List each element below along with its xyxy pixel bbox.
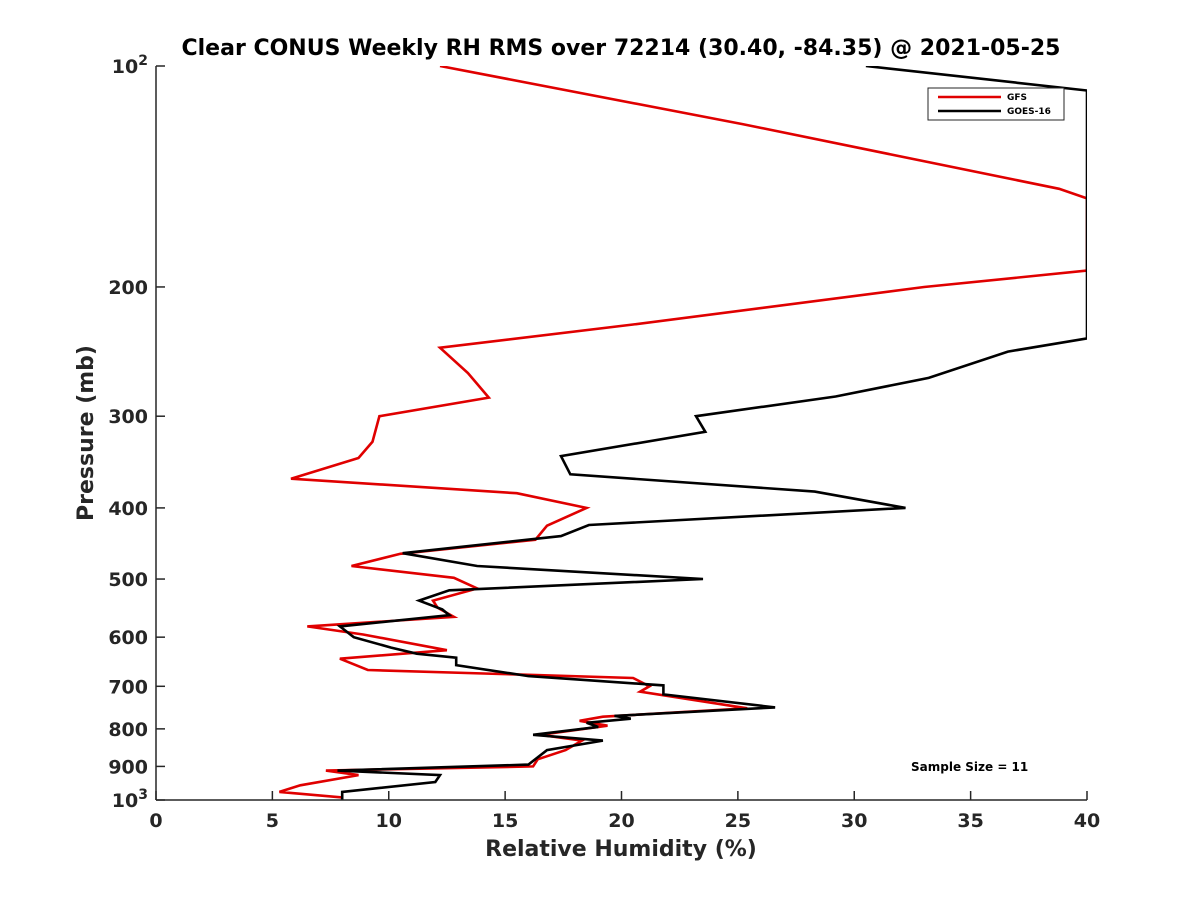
x-tick-label: 35: [957, 810, 983, 832]
series-line-goes16: [336, 66, 1087, 800]
series-layer: [279, 66, 1087, 800]
x-tick-label: 10: [376, 810, 402, 832]
y-tick-label: 800: [108, 719, 148, 741]
sample-size-annotation: Sample Size = 11: [911, 760, 1028, 774]
legend-label-goes16: GOES-16: [1007, 107, 1051, 117]
y-axis-ticks: 102 200 300 400 500 600 700 800 900 103: [108, 53, 165, 812]
x-tick-label: 30: [841, 810, 867, 832]
legend-label-gfs: GFS: [1007, 93, 1027, 103]
y-axis-title: Pressure (mb): [74, 345, 99, 521]
x-tick-label: 25: [725, 810, 751, 832]
x-axis-title: Relative Humidity (%): [485, 837, 757, 862]
y-tick-label: 300: [108, 406, 148, 428]
y-tick-label: 200: [108, 277, 148, 299]
plot-area: [156, 66, 1087, 800]
x-tick-label: 5: [266, 810, 279, 832]
x-tick-label: 20: [608, 810, 634, 832]
legend-box: [927, 87, 1065, 121]
chart-title: Clear CONUS Weekly RH RMS over 72214 (30…: [182, 36, 1061, 61]
x-axis-ticks: 0 5 10 15 20 25 30 35 40: [149, 791, 1100, 832]
y-tick-label: 102: [112, 53, 148, 78]
y-tick-label: 400: [108, 498, 148, 520]
y-tick-label: 700: [108, 676, 148, 698]
y-tick-label: 900: [108, 756, 148, 778]
x-tick-label: 0: [149, 810, 162, 832]
y-tick-label: 103: [112, 787, 148, 812]
legend: GFS GOES-16: [927, 87, 1065, 121]
x-tick-label: 15: [492, 810, 518, 832]
y-tick-label: 500: [108, 569, 148, 591]
x-tick-label: 40: [1074, 810, 1100, 832]
y-tick-label: 600: [108, 627, 148, 649]
